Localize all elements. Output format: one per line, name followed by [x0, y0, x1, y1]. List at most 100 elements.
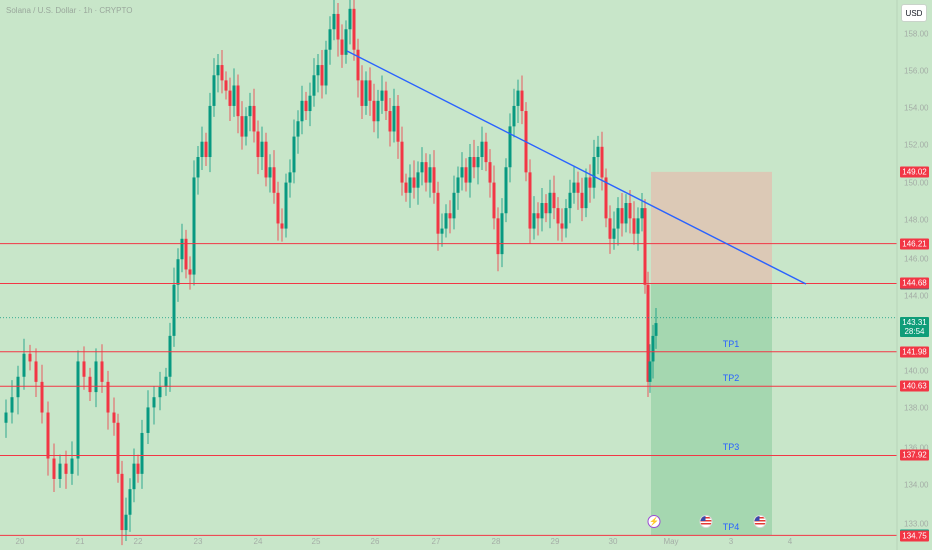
- candle: [132, 463, 136, 490]
- price-axis-label: 144.00: [904, 291, 929, 301]
- candle: [556, 208, 560, 224]
- candle: [168, 335, 172, 377]
- time-axis-label: 23: [193, 537, 203, 546]
- time-axis-label: 20: [15, 537, 25, 546]
- candle: [620, 208, 624, 224]
- candle: [576, 182, 580, 193]
- candle: [520, 90, 524, 112]
- time-axis-label: 22: [133, 537, 143, 546]
- candle: [460, 167, 464, 178]
- candle: [404, 182, 408, 193]
- candle: [236, 85, 240, 117]
- take-profit-label: TP3: [722, 442, 740, 453]
- candle: [468, 157, 472, 183]
- candle: [476, 157, 480, 168]
- candle: [316, 65, 320, 76]
- candle: [176, 259, 180, 285]
- candle: [340, 39, 344, 55]
- currency-button[interactable]: USD: [901, 4, 927, 22]
- bar-countdown: 28:54: [904, 326, 925, 336]
- candle: [284, 182, 288, 229]
- us-flag-icon[interactable]: [699, 515, 713, 528]
- candle: [408, 177, 412, 193]
- time-axis-label: 25: [311, 537, 321, 546]
- candle: [448, 213, 452, 219]
- candle: [508, 126, 512, 168]
- candle: [552, 192, 556, 209]
- candle: [260, 141, 264, 158]
- candle: [588, 177, 592, 188]
- candle: [380, 90, 384, 101]
- trend-line[interactable]: [346, 50, 807, 285]
- candle: [224, 80, 228, 91]
- candle: [376, 100, 380, 122]
- candle: [336, 13, 340, 40]
- take-profit-zone[interactable]: [651, 283, 772, 536]
- price-axis-label: 158.00: [904, 29, 929, 39]
- candle: [34, 361, 38, 382]
- candle: [76, 361, 80, 459]
- candle: [452, 192, 456, 219]
- candle: [312, 75, 316, 96]
- bolt-icon[interactable]: ⚡: [647, 515, 661, 528]
- candle: [384, 90, 388, 112]
- candle: [420, 162, 424, 173]
- candle: [604, 177, 608, 219]
- candle: [436, 192, 440, 234]
- candle: [328, 29, 332, 50]
- price-axis-label: 140.00: [904, 366, 929, 376]
- candle: [172, 284, 176, 336]
- current-price-tag: 143.31 28:54: [900, 316, 929, 337]
- candle: [252, 105, 256, 132]
- candle: [244, 116, 248, 137]
- candle: [94, 361, 98, 393]
- candle: [356, 49, 360, 81]
- candle: [360, 80, 364, 106]
- candle: [152, 397, 156, 408]
- candle: [640, 208, 644, 219]
- candle: [146, 407, 150, 433]
- price-axis-label: 148.00: [904, 215, 929, 225]
- candle: [388, 111, 392, 132]
- candle: [128, 489, 132, 515]
- candle: [324, 49, 328, 86]
- candle: [240, 116, 244, 137]
- candle: [348, 8, 352, 30]
- candle: [560, 223, 564, 229]
- us-flag-icon[interactable]: [753, 515, 767, 528]
- price-tag: 149.02: [900, 166, 929, 178]
- candle: [428, 167, 432, 183]
- candle: [592, 157, 596, 188]
- candle: [46, 412, 50, 459]
- candle: [184, 238, 188, 270]
- candle: [636, 218, 640, 234]
- candle: [116, 422, 120, 474]
- candle: [82, 361, 86, 377]
- candle: [22, 353, 26, 377]
- time-axis-label: 26: [370, 537, 380, 546]
- candle: [628, 203, 632, 219]
- candle: [296, 121, 300, 137]
- time-axis-label: 4: [787, 537, 793, 546]
- candle: [416, 172, 420, 188]
- candle: [188, 269, 192, 275]
- price-tag: 134.75: [900, 530, 929, 542]
- candle: [124, 514, 128, 531]
- candle: [432, 167, 436, 193]
- candle: [464, 167, 468, 183]
- candle: [212, 75, 216, 106]
- candle: [544, 203, 548, 214]
- time-axis-label: 3: [728, 537, 734, 546]
- candle: [472, 157, 476, 168]
- price-tag: 146.21: [900, 238, 929, 250]
- candle: [456, 177, 460, 193]
- stop-loss-zone[interactable]: [651, 171, 772, 284]
- time-axis-label: 27: [431, 537, 441, 546]
- take-profit-label: TP4: [722, 522, 740, 533]
- candle: [512, 105, 516, 127]
- candle: [528, 172, 532, 229]
- price-tag: 140.63: [900, 380, 929, 392]
- price-axis-label: 150.00: [904, 178, 929, 188]
